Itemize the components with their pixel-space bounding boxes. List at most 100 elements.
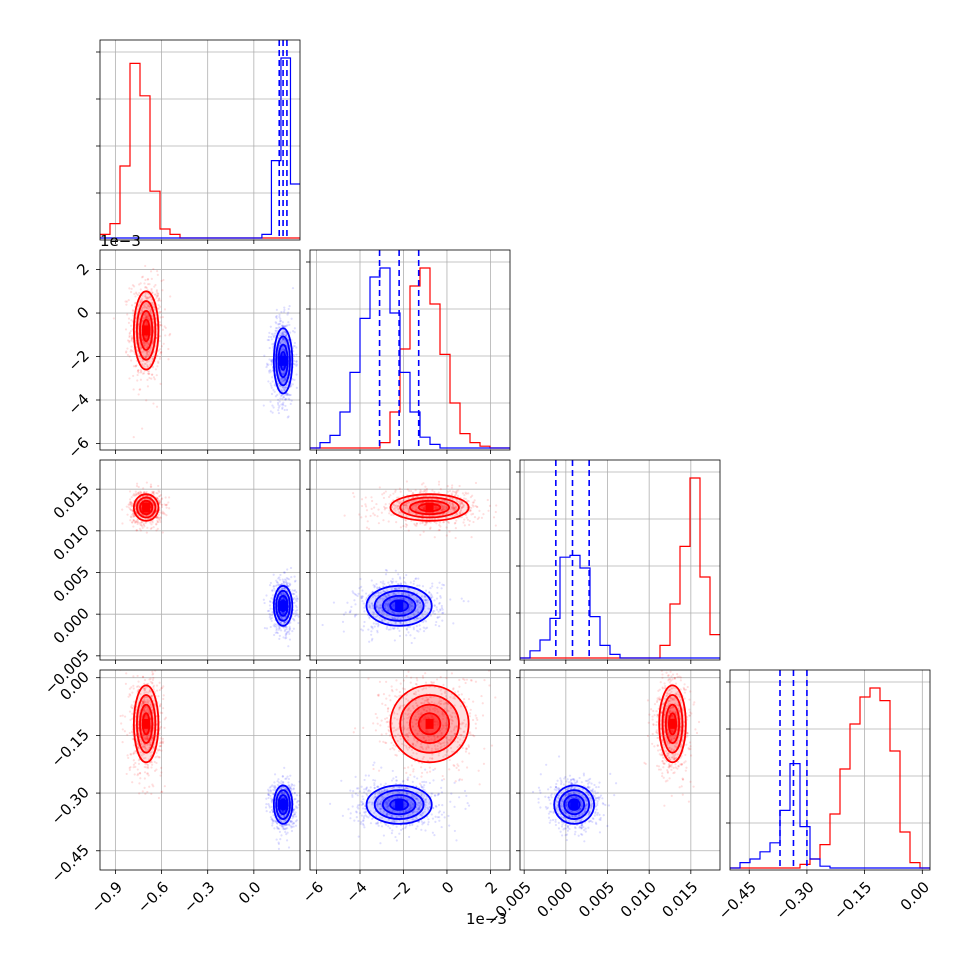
scatter-point: [295, 386, 298, 389]
scatter-point: [159, 516, 162, 520]
scatter-point: [412, 626, 415, 629]
scatter-point: [144, 700, 147, 703]
scatter-point: [285, 582, 288, 586]
scatter-point: [158, 516, 161, 520]
scatter-point: [143, 786, 146, 789]
scatter-point: [143, 745, 146, 749]
scatter-point: [286, 568, 289, 571]
scatter-point: [419, 502, 422, 505]
scatter-point: [468, 509, 472, 512]
scatter-point: [471, 512, 475, 515]
scatter-point: [134, 364, 137, 368]
scatter-point: [404, 504, 407, 507]
scatter-point: [143, 744, 146, 747]
scatter-point: [424, 620, 428, 623]
scatter-point: [396, 508, 400, 511]
scatter-point: [135, 493, 138, 496]
scatter-point: [149, 743, 152, 746]
scatter-point: [152, 320, 155, 324]
scatter-point: [304, 576, 306, 578]
red-histogram: [100, 62, 300, 239]
scatter-point: [141, 359, 145, 362]
scatter-point: [140, 309, 144, 312]
scatter-point: [139, 491, 143, 494]
scatter-point: [275, 308, 278, 312]
scatter-point: [445, 506, 449, 510]
scatter-point: [297, 621, 300, 625]
scatter-point: [163, 718, 166, 721]
scatter-point: [284, 633, 287, 636]
scatter-point: [142, 522, 145, 525]
scatter-point: [282, 580, 285, 583]
scatter-point: [391, 611, 394, 614]
scatter-point: [495, 504, 498, 507]
scatter-point: [470, 513, 473, 516]
scatter-point: [136, 519, 139, 522]
scatter-point: [270, 616, 273, 620]
scatter-point: [408, 511, 411, 514]
scatter-point: [165, 503, 169, 506]
scatter-point: [146, 743, 149, 746]
scatter-point: [145, 323, 148, 326]
scatter-point: [272, 573, 275, 576]
scatter-point: [156, 294, 159, 297]
scatter-point: [467, 600, 470, 603]
scatter-point: [283, 340, 286, 343]
scatter-point: [146, 345, 149, 348]
scatter-point: [268, 331, 271, 334]
scatter-point: [438, 624, 441, 628]
scatter-point: [283, 330, 286, 333]
scatter-point: [269, 607, 272, 610]
scatter-point: [392, 627, 395, 631]
scatter-point: [423, 507, 426, 510]
scatter-point: [278, 323, 281, 326]
scatter-point: [129, 503, 133, 506]
scatter-point: [143, 341, 147, 345]
scatter-point: [384, 503, 387, 506]
scatter-point: [128, 502, 131, 505]
scatter-point: [154, 670, 157, 672]
scatter-point: [153, 769, 157, 773]
scatter-point: [144, 763, 147, 766]
scatter-point: [138, 303, 141, 306]
scatter-point: [140, 524, 144, 528]
scatter-point: [284, 581, 287, 584]
scatter-point: [371, 590, 374, 593]
scatter-point: [146, 526, 149, 529]
scatter-point: [431, 596, 434, 599]
scatter-point: [286, 577, 290, 580]
scatter-point: [144, 313, 147, 317]
scatter-point: [144, 362, 147, 365]
scatter-point: [448, 501, 451, 505]
scatter-point: [141, 372, 145, 375]
scatter-point: [448, 530, 451, 533]
scatter-point: [459, 511, 462, 514]
scatter-point: [292, 354, 296, 357]
scatter-point: [291, 617, 295, 620]
scatter-point: [273, 625, 276, 628]
scatter-point: [287, 584, 290, 588]
scatter-point: [287, 585, 290, 588]
scatter-point: [293, 589, 296, 592]
scatter-point: [294, 598, 297, 601]
scatter-point: [136, 522, 139, 526]
scatter-point: [147, 307, 150, 310]
scatter-point: [464, 491, 467, 494]
scatter-point: [268, 609, 271, 613]
scatter-point: [142, 702, 145, 705]
scatter-point: [138, 751, 142, 754]
scatter-point: [394, 587, 397, 590]
scatter-point: [153, 741, 157, 744]
scatter-point: [153, 704, 157, 707]
scatter-point: [460, 516, 463, 519]
scatter-point: [124, 300, 127, 303]
scatter-point: [142, 757, 145, 760]
scatter-point: [263, 601, 266, 605]
scatter-point: [158, 297, 161, 300]
scatter-point: [151, 303, 154, 306]
scatter-point: [469, 509, 473, 512]
scatter-point: [406, 587, 409, 590]
scatter-point: [138, 354, 141, 357]
scatter-point: [138, 782, 141, 785]
scatter-point: [399, 596, 402, 599]
